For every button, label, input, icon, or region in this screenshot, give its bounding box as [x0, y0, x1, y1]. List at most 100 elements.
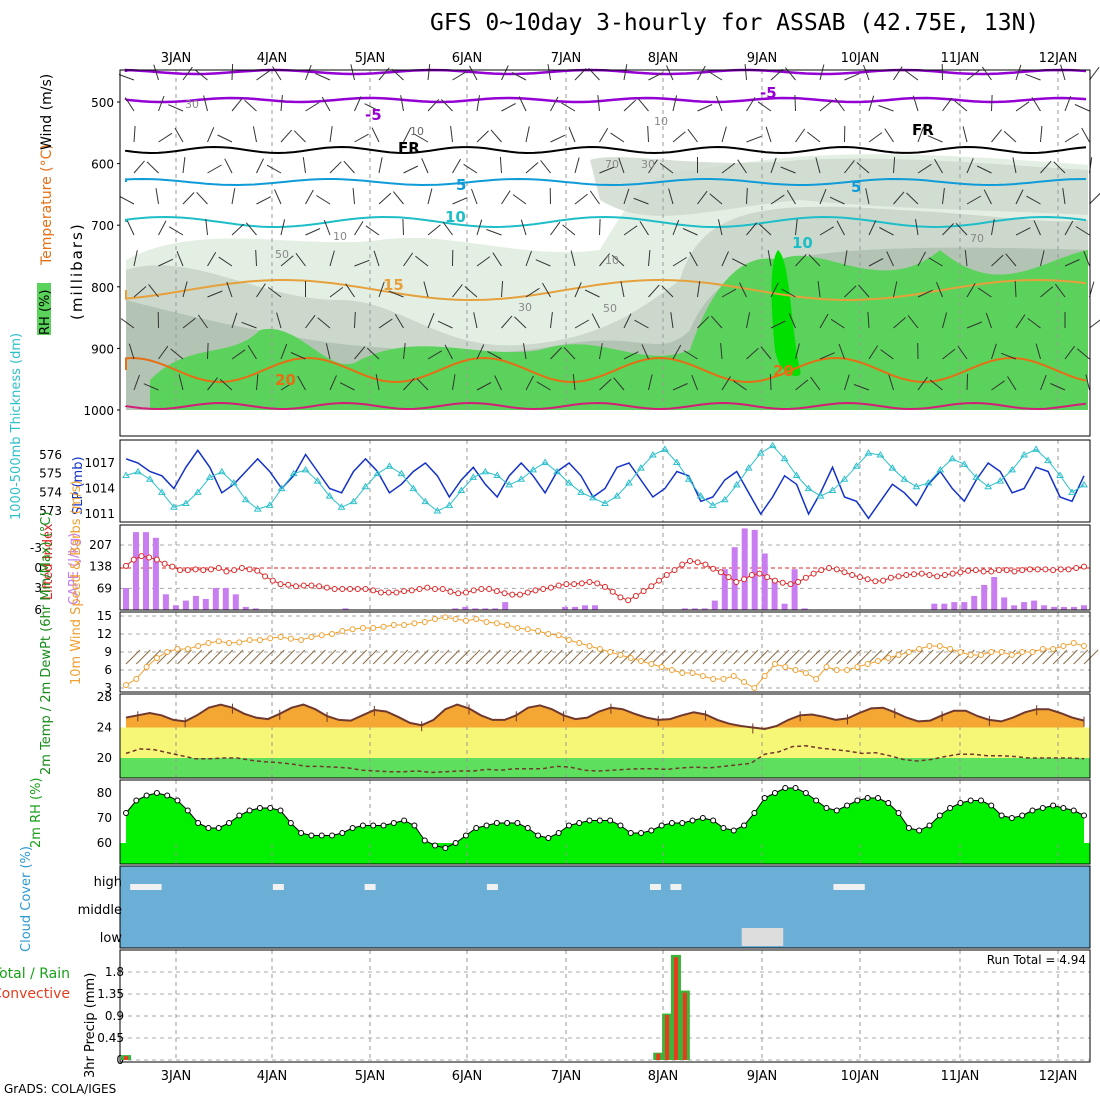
wind-speed-marker — [874, 658, 881, 664]
contour-label: 70 — [605, 158, 619, 171]
cloud-bar-high — [272, 884, 284, 890]
wind-barb — [613, 377, 625, 391]
lifted-index-marker — [470, 587, 477, 594]
rh-marker — [483, 822, 490, 829]
wind-barb — [427, 350, 442, 360]
wind-speed-marker — [823, 664, 830, 670]
date-label-top: 5JAN — [355, 51, 386, 66]
thickness-marker — [421, 497, 430, 505]
cape-bar — [781, 603, 788, 610]
precip-axis-label: 3hr Precip (mm) — [83, 973, 98, 1078]
rh-marker — [844, 802, 851, 809]
wind-barb — [317, 317, 331, 329]
wind-barb-10m — [352, 649, 367, 665]
wind-barb — [697, 316, 710, 329]
lifted-index-marker — [524, 589, 531, 596]
wind-barb — [469, 65, 478, 81]
wind-barb-10m — [1063, 649, 1078, 665]
date-label-bottom: 7JAN — [551, 1069, 582, 1084]
rh-marker — [504, 820, 511, 826]
thickness-marker — [170, 503, 178, 510]
lifted-index-marker — [895, 573, 902, 580]
thickness-line — [125, 445, 1085, 512]
cape-bar — [162, 594, 169, 610]
wind-barb — [878, 105, 894, 112]
date-label-bottom: 11JAN — [941, 1069, 980, 1084]
cape-bar — [242, 606, 249, 610]
lifted-index-marker — [656, 577, 663, 584]
cape-bar — [182, 600, 189, 610]
rh-marker — [1081, 812, 1087, 819]
wind-barb — [844, 285, 857, 298]
wind-barb-10m — [424, 649, 440, 665]
wind-barb — [231, 223, 245, 236]
lifted-index-marker — [555, 582, 562, 589]
cape-bar — [572, 606, 579, 610]
cloud-bar-high — [486, 884, 498, 890]
lifted-index-marker — [725, 574, 732, 581]
wind-barb — [1015, 101, 1030, 112]
rh-marker — [761, 795, 768, 801]
wind-barb — [599, 128, 609, 143]
wind-barb — [133, 125, 136, 143]
lifted-index-marker — [779, 579, 786, 586]
wind-speed-marker — [1008, 652, 1015, 658]
contour-label: 5 — [851, 178, 861, 196]
lifted-index-marker — [161, 560, 168, 567]
lifted-index-marker — [872, 578, 879, 585]
wind-barb — [133, 160, 145, 174]
rh-marker — [256, 805, 263, 811]
cape-tick: 138 — [89, 560, 112, 574]
precip-tick: 0.45 — [97, 1031, 124, 1045]
wind-barb — [715, 95, 723, 112]
wind-barb — [917, 126, 924, 143]
wind-barb-10m — [249, 649, 264, 665]
wind-speed-marker — [483, 619, 490, 625]
wind-barb — [599, 378, 612, 391]
contour-label: 10 — [792, 234, 813, 252]
wind-barb — [476, 256, 491, 267]
rh-marker — [452, 840, 459, 846]
thickness-slp-frame — [119, 439, 1091, 523]
lifted-index-marker — [563, 581, 570, 588]
wind-barb — [623, 188, 630, 205]
wind-barb — [523, 343, 527, 360]
rh-marker — [638, 830, 645, 836]
cape-bar — [981, 584, 988, 610]
wind-barb — [120, 318, 135, 329]
wind-barb — [305, 228, 321, 236]
wind-barb — [305, 189, 314, 205]
wind-speed-marker — [390, 622, 397, 628]
wind-barb-10m — [661, 649, 677, 665]
thickness-marker — [948, 454, 957, 462]
precip-tick: 1.35 — [97, 987, 124, 1001]
wind-barb — [403, 343, 406, 360]
cloud-bar-low — [772, 928, 784, 946]
thickness-marker — [1020, 451, 1029, 458]
wind-barb — [687, 128, 698, 143]
wind-barb — [697, 190, 708, 205]
thickness-marker — [505, 480, 514, 488]
wind-barb — [547, 64, 551, 81]
wind-barb — [244, 99, 257, 112]
contour-label: 50 — [603, 302, 617, 315]
lifted-index-marker — [609, 588, 616, 595]
wind-speed-marker — [1029, 649, 1036, 655]
rh-marker — [668, 820, 675, 826]
rh-marker — [1029, 807, 1036, 814]
wind-barb — [1012, 157, 1017, 174]
wind-barb — [1085, 374, 1090, 391]
wind-barb — [561, 102, 576, 112]
wind-barb — [697, 281, 701, 298]
wind-barb — [241, 321, 257, 329]
rh-marker — [339, 830, 346, 836]
wind-barb — [1026, 195, 1041, 205]
thickness-marker — [481, 467, 490, 475]
lifted-index-marker — [316, 583, 323, 590]
lifted-index-marker — [246, 566, 253, 573]
wind-barb — [836, 220, 845, 236]
wind-barb — [623, 313, 632, 329]
wind-speed-marker — [308, 634, 315, 640]
wind-speed-marker — [1039, 646, 1046, 652]
lifted-index-marker — [818, 567, 825, 574]
